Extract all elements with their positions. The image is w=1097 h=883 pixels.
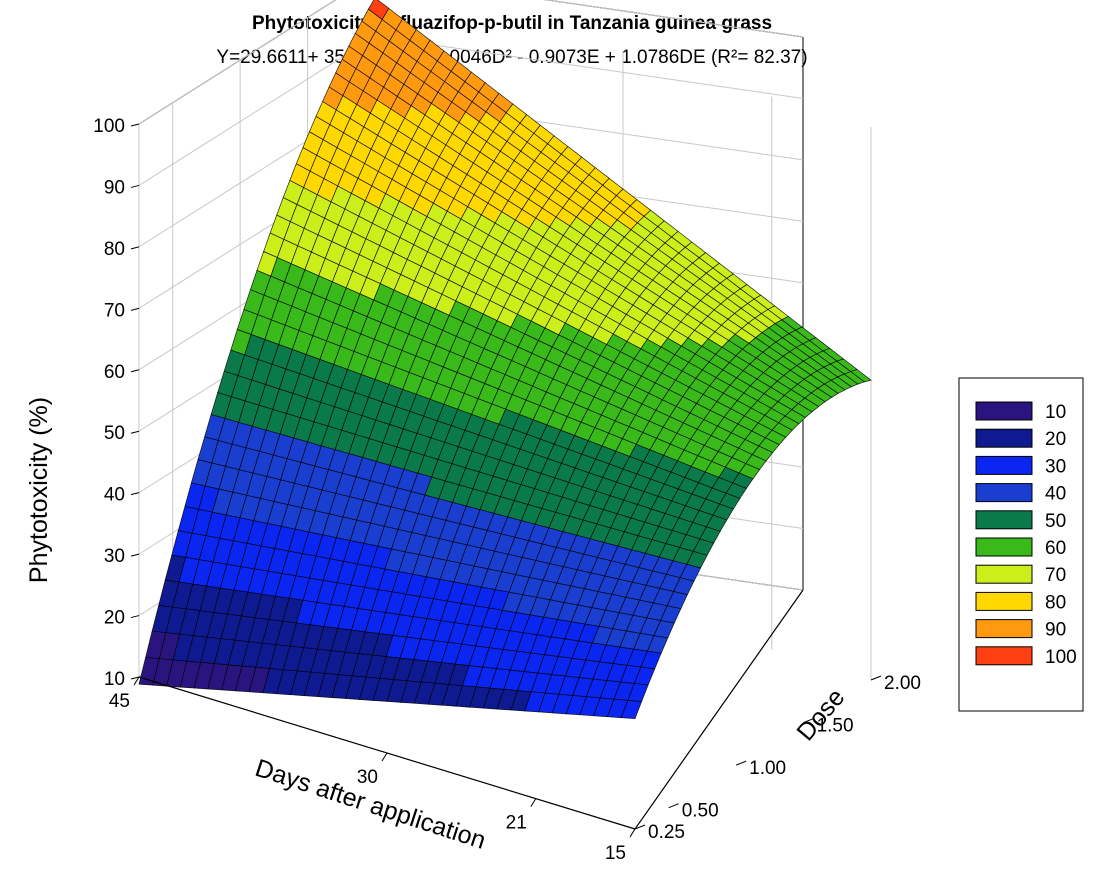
legend-label: 90 — [1045, 620, 1066, 641]
x-tick-label: 15 — [605, 843, 626, 864]
legend: 10 20 30 40 50 60 70 80 90 100 — [958, 377, 1084, 712]
legend-label: 60 — [1045, 538, 1066, 559]
z-tick-label: 30 — [104, 546, 125, 567]
y-tick-label: 1.50 — [817, 716, 854, 737]
z-tick-label: 40 — [104, 485, 125, 506]
legend-label: 80 — [1045, 592, 1066, 613]
x-tick-mark — [530, 798, 537, 807]
legend-swatch — [975, 455, 1033, 475]
legend-label: 70 — [1045, 565, 1066, 586]
legend-label: 30 — [1045, 456, 1066, 477]
z-tick-mark — [130, 615, 140, 619]
axis-ticks: 10 20 30 40 50 60 70 80 90 100 15 21 30 45 0.250.50 1.0… — [93, 116, 921, 864]
y-tick-mark — [803, 718, 814, 724]
legend-swatch — [975, 646, 1033, 666]
z-tick-mark — [130, 246, 140, 250]
y-tick-label: 0.50 — [682, 801, 719, 822]
y-tick-mark — [735, 760, 747, 766]
z-tick-label: 90 — [104, 177, 125, 198]
gridline-z — [374, 35, 804, 99]
legend-label: 20 — [1045, 429, 1066, 450]
legend-swatch — [975, 510, 1033, 530]
legend-swatch — [975, 591, 1033, 611]
z-tick-mark — [130, 676, 140, 680]
z-tick-mark — [130, 553, 140, 557]
z-tick-mark — [130, 369, 140, 373]
x-tick-label: 21 — [506, 813, 527, 834]
z-tick-mark — [130, 307, 140, 311]
legend-label: 100 — [1045, 647, 1077, 668]
z-tick-mark — [130, 492, 140, 496]
z-tick-label: 70 — [104, 300, 125, 321]
y-tick-mark — [634, 824, 646, 830]
x-tick-mark — [133, 676, 140, 686]
legend-swatch — [975, 537, 1033, 557]
gridline-z — [544, 0, 804, 38]
legend-swatch — [975, 564, 1033, 584]
surface-cell — [620, 700, 643, 719]
z-tick-label: 20 — [104, 608, 125, 629]
x-tick-mark — [381, 752, 388, 762]
y-tick-label: 1.00 — [749, 758, 786, 779]
z-tick-mark — [130, 123, 140, 127]
legend-swatch — [975, 619, 1033, 639]
z-tick-mark — [130, 184, 140, 188]
z-tick-label: 60 — [104, 362, 125, 383]
z-tick-label: 80 — [104, 239, 125, 260]
box-edge — [634, 589, 804, 830]
z-tick-label: 100 — [93, 116, 125, 137]
legend-label: 10 — [1045, 402, 1066, 423]
z-axis-label: Phytotoxicity (%) — [25, 397, 53, 583]
x-tick-mark — [629, 828, 636, 838]
x-tick-label: 30 — [357, 767, 378, 788]
chart-title: Phytotoxicity of fluazifop-p-butil in Ta… — [252, 13, 772, 34]
y-tick-label: 2.00 — [884, 673, 921, 694]
y-tick-mark — [870, 675, 882, 681]
surface — [138, 0, 872, 719]
z-tick-label: 10 — [104, 669, 125, 690]
gridline-z — [138, 36, 376, 186]
gridline-z — [138, 0, 337, 125]
z-tick-label: 50 — [104, 423, 125, 444]
legend-swatch — [975, 401, 1033, 421]
y-tick-label: 0.25 — [648, 822, 685, 843]
legend-swatch — [975, 428, 1033, 448]
legend-label: 50 — [1045, 511, 1066, 532]
chart-subtitle: Y=29.6611+ 35.2040D - 15.0046D² - 0.9073… — [216, 47, 807, 68]
z-tick-mark — [130, 430, 140, 434]
x-tick-label: 45 — [109, 691, 130, 712]
legend-label: 40 — [1045, 484, 1066, 505]
legend-swatch — [975, 483, 1033, 503]
y-tick-mark — [668, 803, 679, 809]
